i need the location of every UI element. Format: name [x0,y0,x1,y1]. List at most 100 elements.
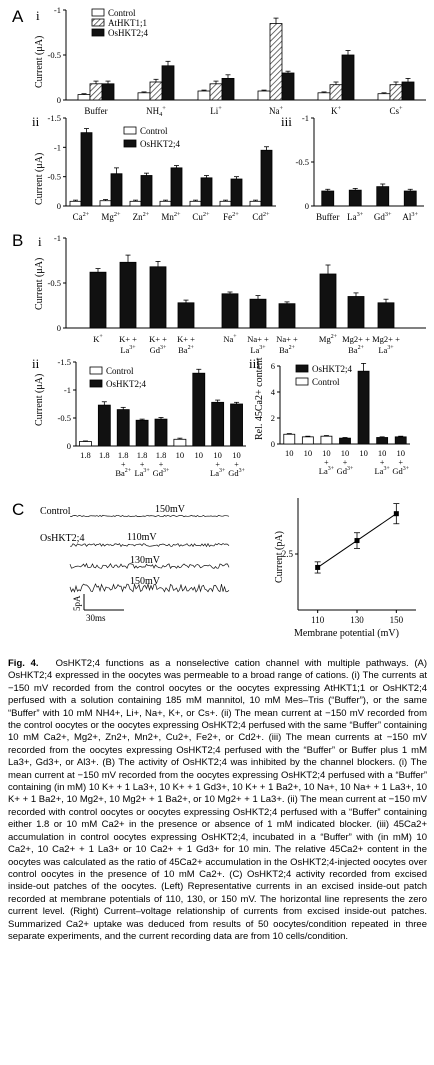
c-control-label: Control [40,506,71,517]
a-ii-legend-swatch [123,139,137,148]
a-iii-category-label: Buffer [316,212,339,222]
a-i-category-label: Buffer [84,106,107,116]
b-ii-conc-label: 1.8 [137,450,148,460]
b-ii-plus: + [159,460,164,469]
a-ii-OsHKT2;4-bar [140,175,153,207]
b-ii-ytick-label: -1.5 [58,357,71,367]
a-ii-Control-bar [189,200,202,207]
a-ii-Control-bar [129,200,142,207]
a-ii-OsHKT2;4-bar [170,167,183,207]
b-iii-plus: + [398,458,403,467]
b-i-category-label: Ba2+ [279,345,295,355]
b-iii-ytick-label: 2 [271,413,275,423]
b-i-category-label: Gd3+ [150,345,167,355]
b-ii-legend-swatch [89,366,103,375]
a-iii-ytick-label: -0.5 [296,157,309,167]
b-ii-conc-label: 10 [176,450,185,460]
a-ii-ylabel: Current (μA) [34,153,45,205]
b-iii-conc-label: 10 [396,448,405,458]
caption-title: Fig. 4. [8,658,39,669]
panel-c-traces: Control OsHKT2;4 150mV 110mV 130mV 150mV… [40,504,230,623]
b-i-bar [149,266,167,329]
a-i-AtHKT1;1-bar [209,83,223,101]
a-iii-bar [321,190,335,207]
a-iii-bar [376,186,390,207]
b-ii-bar [173,438,187,447]
b-iii-plus: + [343,458,348,467]
panel-a-letter: A [12,7,24,26]
c-data-point [354,538,360,544]
a-ii-Control-bar [249,200,262,207]
b-i-bar [89,271,107,329]
a-i-ytick-label: -1 [54,5,61,15]
a-i-OsHKT2;4-bar [221,78,235,101]
b-ii-bar [192,372,206,447]
b-iii-bar [339,437,351,445]
b-iii-bar [394,436,407,445]
scalebar-x-label: 30ms [86,613,106,623]
a-i-Control-bar [77,94,91,101]
a-ii-category-label: Zn2+ [133,211,150,222]
b-i-category-label: La3+ [120,345,136,355]
panel-b-ii-label: ii [32,356,40,371]
a-i-Control-bar [197,90,211,101]
panel-a-iii-label: iii [281,114,292,129]
b-iii-plus: + [380,458,385,467]
a-ii-Control-bar [219,200,232,207]
b-ii-bar [154,418,168,447]
c-xtick-label: 150 [390,615,404,625]
c-trace-label-3: 130mV [130,555,161,566]
panel-b-iii-label: iii [249,356,260,371]
trace-control [69,514,230,518]
c-xlabel: Membrane potential (mV) [294,628,399,639]
b-iii-plus: + [324,458,329,467]
trace-130mv [69,562,230,570]
a-ii-ytick-label: 0 [57,201,61,211]
b-ii-ytick-label: 0 [67,441,71,451]
b-i-bar [377,302,395,329]
b-iii-blocker-label: Gd3+ [392,466,409,476]
b-i-ytick-label: -1 [54,233,61,243]
b-ii-legend-label: Control [106,366,134,376]
b-i-category-label: Mg2+ + [372,334,400,344]
b-ii-plus: + [121,460,126,469]
b-ii-plus: + [234,460,239,469]
a-i-category-label: NH4+ [146,105,166,118]
a-ii-ytick-label: -1 [54,142,61,152]
a-i-Control-bar [317,92,331,101]
a-i-OsHKT2;4-bar [281,72,295,101]
a-ii-category-label: Mn2+ [161,211,181,222]
a-iii-ytick-label: 0 [305,201,309,211]
c-trace-label-1: 150mV [155,504,186,515]
chart-a-ii: -1.5 -1 -0.5 0 Ca2+ Mg2+ Zn2+ Mn2+ Cu2+ Fe2+ Cd2+ C… [48,113,276,222]
b-i-category-label: Na+ + [247,334,269,344]
a-i-legend-swatch [91,28,105,37]
b-iii-legend-label: Control [312,377,340,387]
b-i-category-label: K+ + [177,334,195,344]
b-i-bar [347,296,365,329]
a-i-category-label: Li+ [210,105,222,116]
a-i-category-label: Na+ [269,105,284,116]
figure-caption: Fig. 4. OsHKT2;4 functions as a nonselec… [8,658,427,943]
panel-b-letter: B [12,231,23,250]
b-i-ytick-label: -0.5 [48,278,61,288]
b-i-bar [278,303,296,329]
c-trace-label-2: 110mV [127,532,157,543]
a-iii-category-label: La3+ [347,211,364,222]
b-iii-legend-label: OsHKT2;4 [312,364,352,374]
a-i-ylabel: Current (μA) [34,36,45,88]
a-ii-category-label: Fe2+ [223,211,239,222]
b-ii-conc-label: 10 [232,450,241,460]
a-i-AtHKT1;1-bar [149,81,163,101]
b-ii-legend-swatch [89,379,103,388]
b-i-category-label: K+ + [119,334,137,344]
b-iii-conc-label: 10 [304,448,313,458]
a-ii-legend-swatch [123,126,137,135]
b-ii-blocker-label: Ba2+ [115,468,131,478]
a-ii-OsHKT2;4-bar [110,173,123,207]
c-ytick-label: 2.5 [282,549,294,559]
a-iii-category-label: Gd3+ [374,211,392,222]
a-i-ytick-label: 0 [57,95,61,105]
a-ii-category-label: Mg2+ [101,211,121,222]
b-ii-plus: + [140,460,145,469]
